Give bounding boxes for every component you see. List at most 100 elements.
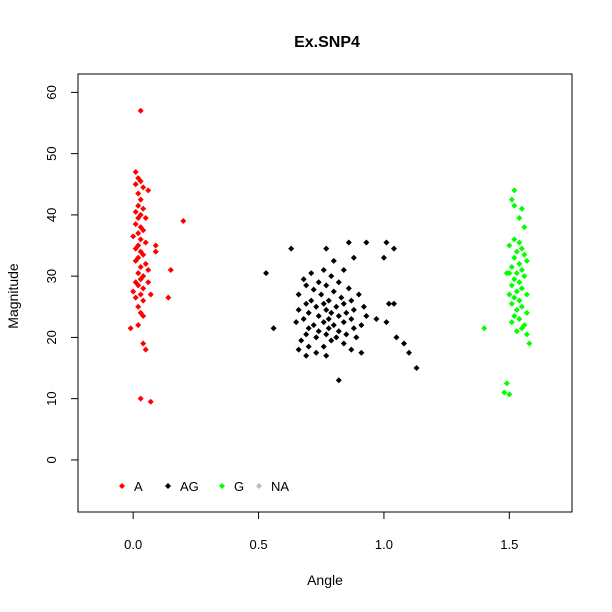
legend-label-g: G <box>234 479 244 494</box>
data-point-a <box>132 221 139 228</box>
chart-title: Ex.SNP4 <box>294 34 360 51</box>
data-point-a <box>135 322 142 329</box>
data-point-a <box>165 294 172 301</box>
data-point-ag <box>305 325 312 332</box>
data-point-a <box>137 236 144 243</box>
data-point-ag <box>383 319 390 326</box>
data-point-g <box>526 340 533 347</box>
data-point-ag <box>335 279 342 286</box>
data-point-g <box>518 267 525 274</box>
data-point-a <box>167 267 174 274</box>
data-point-g <box>521 273 528 280</box>
data-point-ag <box>303 300 310 307</box>
data-point-ag <box>305 309 312 316</box>
data-point-g <box>516 297 523 304</box>
data-point-ag <box>270 325 277 332</box>
data-point-a <box>140 312 147 319</box>
data-point-ag <box>350 306 357 313</box>
data-point-g <box>523 257 530 264</box>
data-point-g <box>511 294 518 301</box>
data-point-ag <box>335 377 342 384</box>
data-point-g <box>516 316 523 323</box>
data-point-a <box>137 178 144 185</box>
data-point-g <box>523 291 530 298</box>
legend: A AG G NA <box>119 479 289 494</box>
legend-marker-na <box>256 483 262 489</box>
data-point-g <box>511 254 518 261</box>
data-point-g <box>518 285 525 292</box>
data-point-ag <box>348 297 355 304</box>
data-point-ag <box>390 245 397 252</box>
data-point-a <box>140 205 147 212</box>
x-axis-label: Angle <box>307 572 343 588</box>
data-point-g <box>481 325 488 332</box>
data-point-ag <box>315 279 322 286</box>
y-tick-label: 0 <box>44 456 59 463</box>
data-point-a <box>137 395 144 402</box>
data-point-ag <box>373 316 380 323</box>
data-point-ag <box>363 239 370 246</box>
data-point-g <box>513 328 520 335</box>
data-point-ag <box>355 291 362 298</box>
data-point-g <box>506 391 513 398</box>
data-point-ag <box>345 285 352 292</box>
data-point-g <box>511 236 518 243</box>
data-point-ag <box>323 331 330 338</box>
data-point-a <box>137 291 144 298</box>
data-point-ag <box>413 365 420 372</box>
data-point-g <box>523 309 530 316</box>
x-tick-label: 1.0 <box>375 537 393 552</box>
data-point-ag <box>380 254 387 261</box>
data-point-a <box>137 107 144 114</box>
y-tick-label: 30 <box>44 269 59 283</box>
data-point-g <box>511 276 518 283</box>
data-point-ag <box>340 267 347 274</box>
data-point-ag <box>340 319 347 326</box>
data-point-a <box>180 218 187 225</box>
data-point-ag <box>325 316 332 323</box>
data-point-g <box>516 214 523 221</box>
data-point-g <box>503 380 510 387</box>
data-point-ag <box>295 291 302 298</box>
data-point-a <box>142 260 149 267</box>
data-point-ag <box>313 303 320 310</box>
data-point-ag <box>320 300 327 307</box>
data-point-ag <box>363 312 370 319</box>
data-point-ag <box>310 286 317 293</box>
data-point-ag <box>330 288 337 295</box>
y-tick-label: 60 <box>44 85 59 99</box>
data-point-a <box>140 285 147 292</box>
data-point-g <box>511 187 518 194</box>
data-point-g <box>516 279 523 286</box>
data-point-a <box>137 196 144 203</box>
data-point-ag <box>328 337 335 344</box>
data-point-a <box>127 325 134 332</box>
data-point-g <box>513 248 520 255</box>
data-point-ag <box>328 273 335 280</box>
data-point-ag <box>333 303 340 310</box>
data-point-g <box>513 270 520 277</box>
data-point-g <box>508 263 515 270</box>
data-point-ag <box>303 331 310 338</box>
data-point-ag <box>330 257 337 264</box>
data-point-ag <box>323 306 330 313</box>
data-point-a <box>135 190 142 197</box>
data-point-ag <box>333 334 340 341</box>
data-point-ag <box>343 309 350 316</box>
data-point-a <box>145 267 152 274</box>
data-point-ag <box>315 312 322 319</box>
data-point-ag <box>288 245 295 252</box>
data-point-g <box>516 239 523 246</box>
data-point-ag <box>385 300 392 307</box>
data-point-ag <box>300 316 307 323</box>
y-tick-label: 10 <box>44 391 59 405</box>
data-point-g <box>516 260 523 267</box>
data-point-a <box>135 202 142 209</box>
data-point-a <box>142 346 149 353</box>
data-point-ag <box>263 270 270 277</box>
data-point-ag <box>338 294 345 301</box>
data-point-ag <box>308 270 315 277</box>
data-point-a <box>147 291 154 298</box>
data-point-ag <box>318 291 325 298</box>
data-point-ag <box>293 319 300 326</box>
